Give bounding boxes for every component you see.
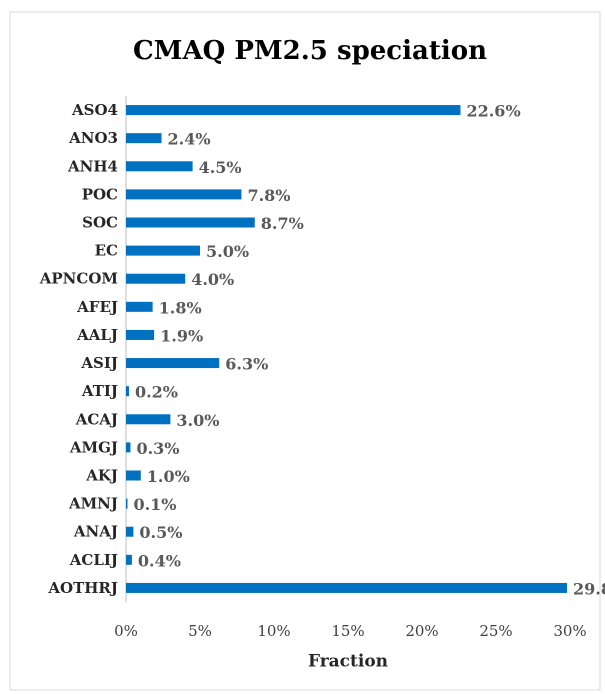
y-tick-label: SOC xyxy=(82,214,118,232)
x-axis-title: Fraction xyxy=(308,652,388,672)
x-tick-label: 30% xyxy=(553,622,586,640)
y-tick-label: ASIJ xyxy=(80,354,118,372)
y-tick-label: POC xyxy=(82,185,118,203)
bar xyxy=(126,470,141,481)
value-label: 4.0% xyxy=(191,270,234,289)
value-label: 0.3% xyxy=(136,439,179,458)
value-label: 1.9% xyxy=(160,326,203,345)
x-tick-label: 5% xyxy=(188,622,212,640)
bar xyxy=(126,498,128,509)
y-tick-label: APNCOM xyxy=(39,270,118,288)
value-label: 22.6% xyxy=(466,102,520,121)
y-tick-label: EC xyxy=(95,242,118,260)
value-label: 2.4% xyxy=(168,130,211,149)
value-label: 1.0% xyxy=(147,467,190,486)
bar xyxy=(126,414,171,425)
y-tick-label: ANO3 xyxy=(68,129,118,147)
value-label: 29.8% xyxy=(573,579,605,598)
value-label: 0.2% xyxy=(135,383,178,402)
bar xyxy=(126,554,132,565)
value-label: 4.5% xyxy=(199,158,242,177)
bar xyxy=(126,582,568,593)
value-label: 8.7% xyxy=(261,214,304,233)
bar xyxy=(126,386,129,397)
y-tick-label: ANH4 xyxy=(67,157,118,175)
y-tick-label: AMGJ xyxy=(69,438,118,456)
y-tick-label: AFEJ xyxy=(76,298,118,316)
value-label: 5.0% xyxy=(206,242,249,261)
y-tick-label: AMNJ xyxy=(68,495,118,513)
y-tick-label: ACAJ xyxy=(75,410,118,428)
bar xyxy=(126,245,200,256)
bar xyxy=(126,273,186,284)
bar xyxy=(126,133,162,144)
y-tick-label: AALJ xyxy=(76,326,118,344)
value-label: 0.4% xyxy=(138,551,181,570)
chart-border xyxy=(9,11,601,691)
value-label: 7.8% xyxy=(247,186,290,205)
bar xyxy=(126,301,153,312)
value-label: 6.3% xyxy=(225,355,268,374)
y-tick-label: ACLIJ xyxy=(69,551,118,569)
bar xyxy=(126,217,255,228)
value-label: 3.0% xyxy=(176,411,219,430)
value-label: 0.5% xyxy=(139,523,182,542)
bar xyxy=(126,189,242,200)
y-tick-label: ATIJ xyxy=(81,382,118,400)
value-label: 0.1% xyxy=(133,495,176,514)
y-tick-label: AOTHRJ xyxy=(47,579,118,597)
bar xyxy=(126,105,461,116)
bar xyxy=(126,161,193,172)
bar xyxy=(126,358,220,369)
bar xyxy=(126,526,134,537)
x-tick-label: 10% xyxy=(257,622,290,640)
x-tick-label: 0% xyxy=(114,622,138,640)
bar xyxy=(126,329,155,340)
x-tick-label: 15% xyxy=(331,622,364,640)
y-tick-label: AKJ xyxy=(85,467,118,485)
bar xyxy=(126,442,131,453)
chart-title: CMAQ PM2.5 speciation xyxy=(133,36,487,66)
y-tick-label: ASO4 xyxy=(71,101,118,119)
value-label: 1.8% xyxy=(159,298,202,317)
x-tick-label: 25% xyxy=(479,622,512,640)
y-tick-label: ANAJ xyxy=(73,523,118,541)
x-tick-label: 20% xyxy=(405,622,438,640)
